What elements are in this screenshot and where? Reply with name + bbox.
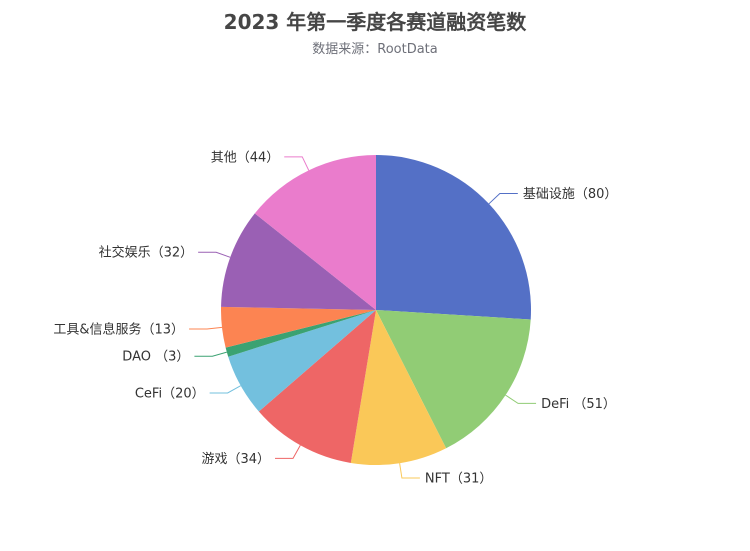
- pie-slice[interactable]: [376, 155, 531, 320]
- pie-slice[interactable]: [228, 310, 376, 412]
- slice-label: 基础设施（80）: [523, 187, 618, 202]
- pie-slice[interactable]: [254, 155, 376, 310]
- slice-label: DAO （3）: [122, 350, 189, 365]
- slice-label: NFT（31）: [425, 472, 492, 487]
- label-line: [198, 251, 231, 258]
- slice-label: DeFi （51）: [541, 397, 616, 412]
- label-line: [209, 385, 241, 394]
- pie-slice[interactable]: [258, 310, 376, 463]
- label-line: [194, 351, 227, 357]
- label-line: [189, 326, 223, 330]
- chart-subtitle: 数据来源：RootData: [312, 42, 438, 57]
- label-line: [399, 463, 420, 479]
- label-line: [284, 156, 310, 171]
- label-line: [275, 445, 301, 459]
- pie-slice[interactable]: [221, 213, 376, 310]
- slice-label: 工具&信息服务（13）: [53, 322, 184, 338]
- chart-title: 2023 年第一季度各赛道融资笔数: [223, 10, 527, 34]
- slice-label: 游戏（34）: [201, 452, 270, 467]
- pie-slice[interactable]: [221, 306, 376, 348]
- label-line: [505, 394, 537, 404]
- pie-slice[interactable]: [376, 310, 531, 449]
- slice-label: 其他（44）: [211, 150, 280, 165]
- label-line: [488, 193, 518, 205]
- slice-label: 社交娱乐（32）: [99, 245, 194, 261]
- slice-label: CeFi（20）: [135, 386, 205, 401]
- pie-slice[interactable]: [225, 310, 376, 357]
- pie-slice[interactable]: [350, 310, 447, 465]
